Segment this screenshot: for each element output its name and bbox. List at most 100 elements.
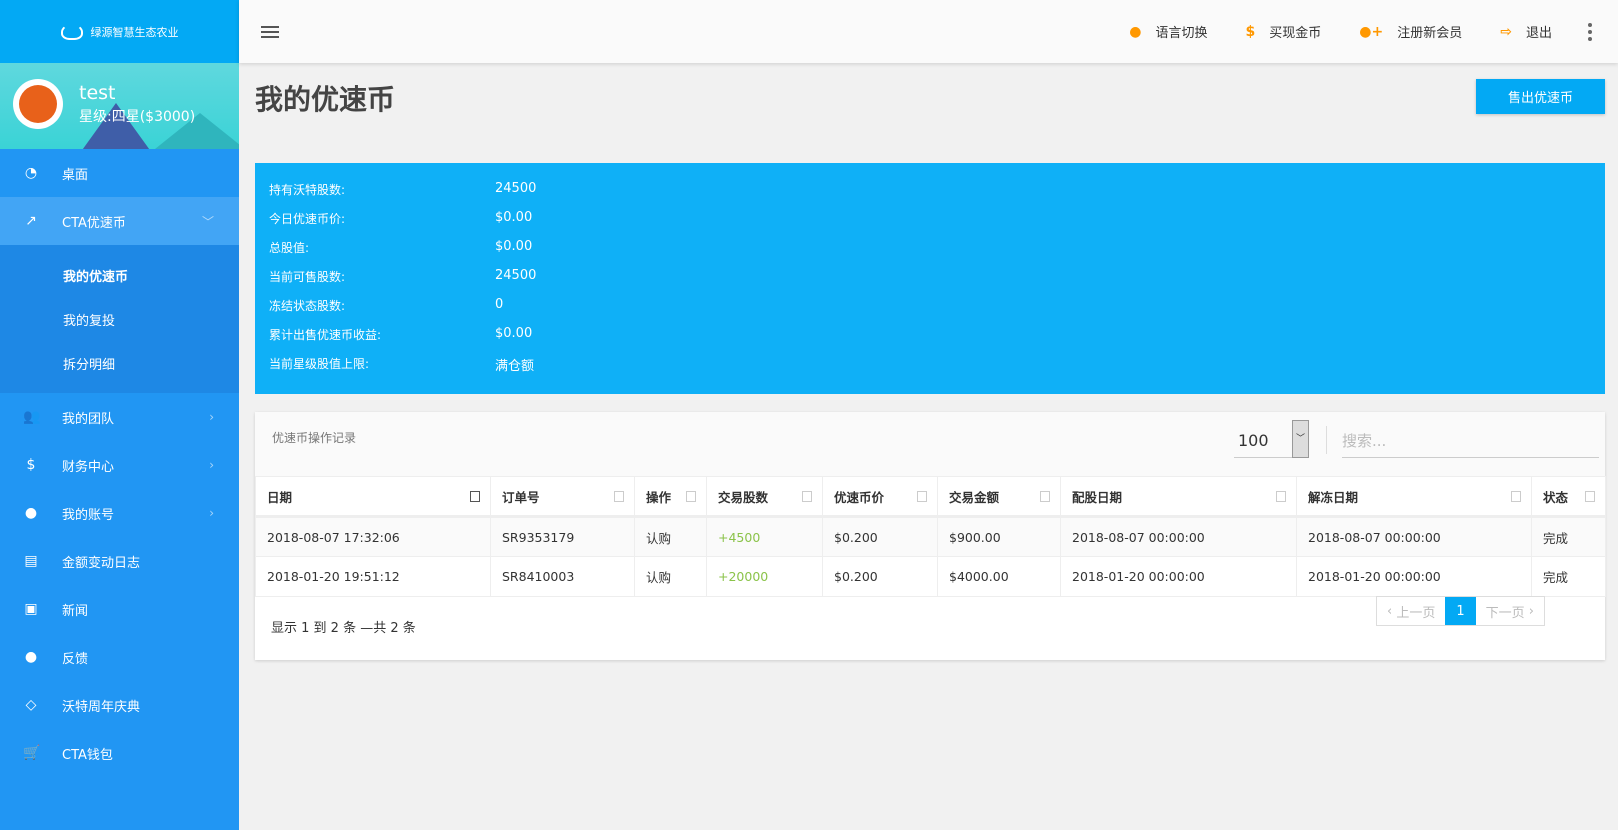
- sidebar-item-feedback[interactable]: ● 反馈: [0, 633, 239, 681]
- more-vertical-icon[interactable]: [1588, 22, 1592, 41]
- user-level: 星级:四星($3000): [79, 109, 196, 125]
- column-header-price[interactable]: 优速币价: [822, 476, 938, 518]
- chevron-right-icon: ›: [209, 506, 214, 520]
- mountain-decoration: [150, 113, 239, 149]
- sidebar-item-finance[interactable]: $ 财务中心 ›: [0, 441, 239, 489]
- menu-toggle-icon[interactable]: [261, 25, 279, 38]
- sort-icon[interactable]: [470, 491, 480, 502]
- next-page-button[interactable]: 下一页 ›: [1476, 597, 1544, 625]
- action-label: 买现金币: [1269, 26, 1322, 41]
- cell-date: 2018-01-20 19:51:12: [255, 556, 491, 597]
- chevron-down-icon: ﹀: [1292, 420, 1309, 458]
- info-row: 当前星级股值上限: 满仓额: [255, 355, 1605, 384]
- submenu: 我的优速币 我的复投 拆分明细: [0, 245, 239, 393]
- sidebar-item-label: CTA优速币: [62, 215, 126, 231]
- sidebar-item-news[interactable]: ▣ 新闻: [0, 585, 239, 633]
- submenu-item-split-detail[interactable]: 拆分明细: [63, 357, 116, 373]
- info-value: 24500: [495, 181, 537, 196]
- cell-amount: $4000.00: [937, 556, 1061, 597]
- mountain-decoration: [80, 103, 152, 149]
- sort-icon[interactable]: [917, 491, 927, 502]
- dollar-icon: $: [26, 457, 36, 473]
- table-row: 2018-01-20 19:51:12 SR8410003 认购 +20000 $0.2…: [255, 556, 1606, 597]
- next-label: 下一页: [1485, 605, 1525, 621]
- action-label: 语言切换: [1155, 26, 1208, 41]
- info-label: 总股值:: [269, 241, 310, 255]
- sidebar-item-label: 财务中心: [62, 459, 115, 475]
- chevron-right-icon: ›: [209, 410, 214, 424]
- page-size-value: 100: [1238, 431, 1269, 450]
- cell-allot-date: 2018-08-07 00:00:00: [1060, 516, 1297, 557]
- info-label: 当前可售股数:: [269, 270, 346, 284]
- avatar[interactable]: [13, 79, 63, 129]
- info-value: 满仓额: [495, 359, 535, 374]
- sidebar: 绿源智慧生态农业 test 星级:四星($3000) ◔ 桌面 ↗ CTA优速币 ﹀ …: [0, 0, 239, 830]
- info-row: 总股值: $0.00: [255, 239, 1605, 268]
- logout-button[interactable]: ⇨ 退出: [1500, 22, 1552, 42]
- sidebar-item-cta-coin[interactable]: ↗ CTA优速币 ﹀: [0, 197, 239, 245]
- language-switch-button[interactable]: ● 语言切换: [1129, 22, 1208, 42]
- sort-icon[interactable]: [1511, 491, 1521, 502]
- column-header-shares[interactable]: 交易股数: [706, 476, 823, 518]
- sort-icon[interactable]: [802, 491, 812, 502]
- register-member-button[interactable]: ●+ 注册新会员: [1359, 22, 1463, 42]
- cell-unfreeze-date: 2018-01-20 00:00:00: [1296, 556, 1532, 597]
- column-header-operation[interactable]: 操作: [634, 476, 707, 518]
- sort-icon[interactable]: [1040, 491, 1050, 502]
- newspaper-icon: ▣: [24, 601, 38, 617]
- column-header-order-no[interactable]: 订单号: [490, 476, 635, 518]
- info-value: 24500: [495, 268, 537, 283]
- sort-icon[interactable]: [614, 491, 624, 502]
- column-header-unfreeze-date[interactable]: 解冻日期: [1296, 476, 1532, 518]
- info-label: 持有沃特股数:: [269, 183, 346, 197]
- sidebar-item-label: 新闻: [62, 603, 89, 619]
- column-header-amount[interactable]: 交易金额: [937, 476, 1061, 518]
- page-1-button[interactable]: 1: [1445, 597, 1476, 625]
- sidebar-item-team[interactable]: 👥 我的团队 ›: [0, 393, 239, 441]
- prev-page-button[interactable]: ‹ 上一页: [1377, 597, 1445, 625]
- sidebar-item-label: 沃特周年庆典: [62, 699, 141, 715]
- chevron-down-icon: ﹀: [201, 214, 214, 229]
- info-label: 当前星级股值上限:: [269, 357, 370, 371]
- sell-coin-button[interactable]: 售出优速币: [1476, 79, 1605, 114]
- page-title: 我的优速币: [255, 83, 396, 116]
- user-icon: ●: [24, 505, 38, 521]
- sidebar-item-label: 桌面: [62, 167, 89, 183]
- brand[interactable]: 绿源智慧生态农业: [0, 0, 239, 63]
- column-header-date[interactable]: 日期: [255, 476, 491, 518]
- page-size-select[interactable]: 100 ﹀: [1234, 420, 1309, 458]
- info-value: $0.00: [495, 210, 533, 225]
- cell-order-no: SR8410003: [490, 556, 635, 597]
- cell-price: $0.200: [822, 516, 938, 557]
- info-row: 今日优速币价: $0.00: [255, 210, 1605, 239]
- sort-icon[interactable]: [1276, 491, 1286, 502]
- action-label: 注册新会员: [1397, 26, 1463, 41]
- sidebar-item-dashboard[interactable]: ◔ 桌面: [0, 149, 239, 197]
- sort-icon[interactable]: [686, 491, 696, 502]
- chart-line-icon: ↗: [25, 213, 37, 229]
- records-card: 优速币操作记录 100 ﹀ 日期 订单号 操作 交易股数 优速币价 交易金额 配股…: [255, 412, 1606, 660]
- sidebar-item-anniversary[interactable]: ◇ 沃特周年庆典: [0, 681, 239, 729]
- comment-icon: ●: [24, 649, 38, 665]
- info-row: 冻结状态股数: 0: [255, 297, 1605, 326]
- sidebar-item-wallet[interactable]: 🛒 CTA钱包: [0, 729, 239, 777]
- user-name: test: [79, 82, 116, 104]
- info-label: 今日优速币价:: [269, 212, 346, 226]
- column-header-status[interactable]: 状态: [1531, 476, 1606, 518]
- submenu-item-reinvest[interactable]: 我的复投: [63, 313, 116, 329]
- chevron-left-icon: ‹: [1387, 603, 1397, 619]
- sidebar-item-label: 反馈: [62, 651, 89, 667]
- buy-cash-coin-button[interactable]: $ 买现金币: [1246, 22, 1322, 42]
- info-value: $0.00: [495, 239, 533, 254]
- action-label: 退出: [1525, 26, 1552, 41]
- search-input[interactable]: [1342, 424, 1599, 458]
- sort-icon[interactable]: [1585, 491, 1595, 502]
- submenu-item-my-coin[interactable]: 我的优速币: [63, 269, 129, 285]
- info-row: 累计出售优速币收益: $0.00: [255, 326, 1605, 355]
- diamond-icon: ◇: [25, 697, 37, 713]
- column-header-allot-date[interactable]: 配股日期: [1060, 476, 1297, 518]
- sidebar-item-label: CTA钱包: [62, 747, 113, 763]
- cell-operation: 认购: [634, 556, 707, 597]
- sidebar-item-account[interactable]: ● 我的账号 ›: [0, 489, 239, 537]
- sidebar-item-balance-log[interactable]: ▤ 金额变动日志: [0, 537, 239, 585]
